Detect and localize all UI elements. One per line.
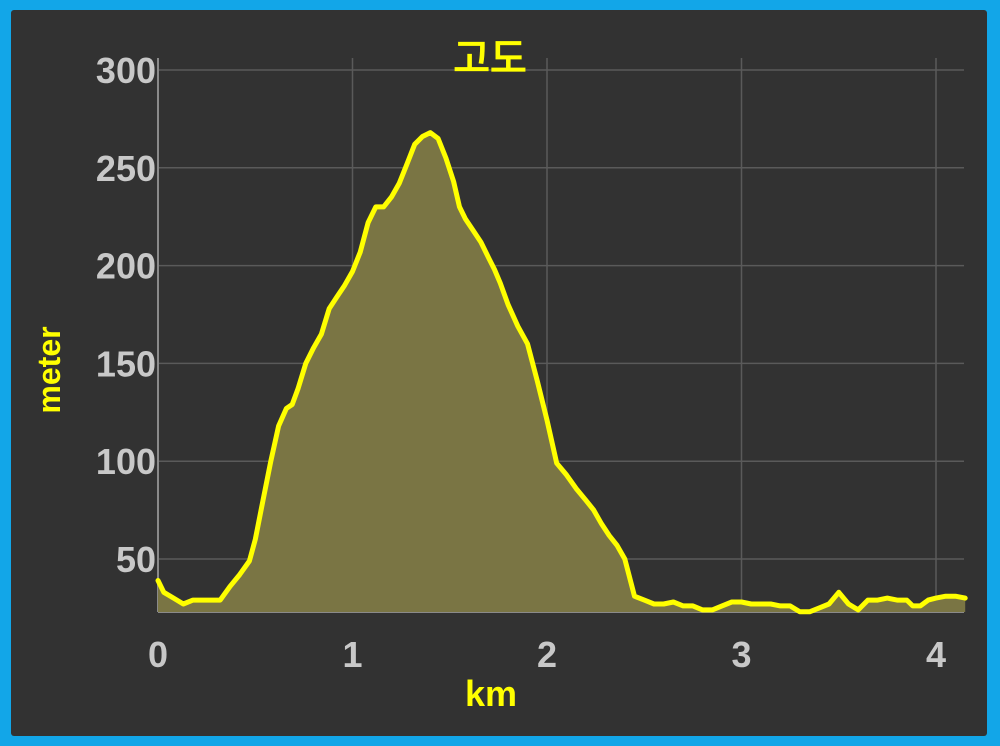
chart-title: 고도	[453, 36, 527, 82]
y-tick-label: 50	[116, 539, 156, 580]
x-axis-title: km	[465, 673, 517, 714]
x-tick-label: 3	[731, 634, 751, 675]
y-tick-label: 200	[96, 246, 156, 287]
y-tick-label: 150	[96, 343, 156, 384]
y-tick-label: 300	[96, 50, 156, 91]
x-tick-label: 2	[537, 634, 557, 675]
elevation-area	[158, 132, 966, 612]
elevation-line	[155, 130, 968, 615]
x-tick-label: 1	[342, 634, 362, 675]
x-tick-label: 4	[926, 634, 946, 675]
y-tick-label: 100	[96, 441, 156, 482]
x-tick-label: 0	[148, 634, 168, 675]
y-tick-label: 250	[96, 148, 156, 189]
grid	[157, 58, 964, 613]
tick-labels: 50 100 150 200 250 300 0 1 2 3 4	[96, 50, 946, 675]
y-axis-title: meter	[31, 326, 67, 413]
